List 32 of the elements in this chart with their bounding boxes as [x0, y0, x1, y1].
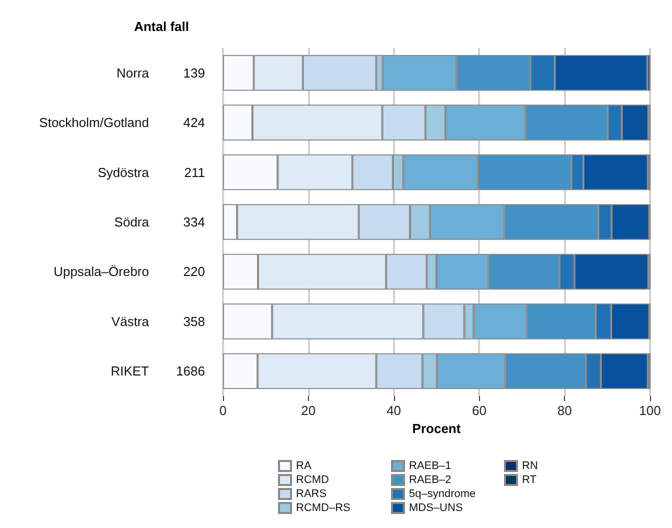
x-tick-label: 100 — [639, 403, 661, 418]
y-tick-label: Sydöstra — [98, 164, 150, 180]
legend-label: RCMD–RS — [296, 502, 350, 514]
y-tick-label: Norra — [116, 65, 150, 80]
legend-label: 5q–syndrome — [409, 488, 476, 500]
y-tick-label: Västra — [111, 314, 150, 329]
legend-label: RCMD — [296, 474, 330, 486]
legend-label: RARS — [296, 488, 327, 500]
text: 139 — [183, 65, 205, 80]
y-tick-label: Södra — [114, 214, 150, 230]
x-tick-label: 80 — [557, 403, 572, 418]
text: 334 — [183, 214, 205, 230]
text: 358 — [183, 314, 205, 329]
legend-label: RN — [522, 460, 538, 472]
text: Antal fall — [134, 19, 190, 34]
y-tick-label: Stockholm/Gotland — [39, 115, 149, 130]
text: 211 — [184, 164, 205, 180]
legend-label: RAEB–2 — [409, 474, 452, 486]
legend-label: MDS–UNS — [409, 502, 463, 514]
y-tick-label: Uppsala–Örebro — [54, 264, 149, 280]
y-tick-label: RIKET — [110, 364, 150, 379]
legend-label: RA — [296, 460, 312, 472]
x-axis-title: Procent — [412, 420, 462, 436]
text: 424 — [183, 115, 205, 130]
x-tick-label: 40 — [386, 403, 402, 418]
text: 220 — [183, 264, 205, 280]
legend-label: RT — [522, 474, 537, 486]
x-tick-label: 60 — [472, 403, 486, 418]
legend-label: RAEB–1 — [409, 460, 452, 472]
text: 1686 — [176, 364, 205, 379]
x-tick-label: 20 — [301, 403, 316, 418]
x-tick-label: 0 — [219, 403, 227, 418]
